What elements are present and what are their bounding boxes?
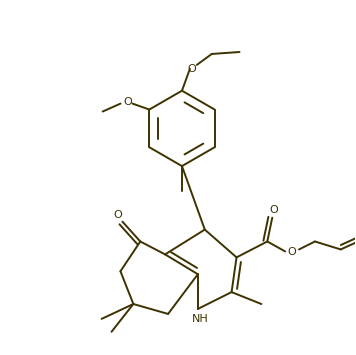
Text: NH: NH (192, 314, 208, 324)
Text: O: O (270, 205, 279, 215)
Text: O: O (123, 97, 132, 106)
Text: O: O (188, 64, 196, 74)
Text: O: O (288, 247, 297, 257)
Text: O: O (113, 210, 122, 220)
